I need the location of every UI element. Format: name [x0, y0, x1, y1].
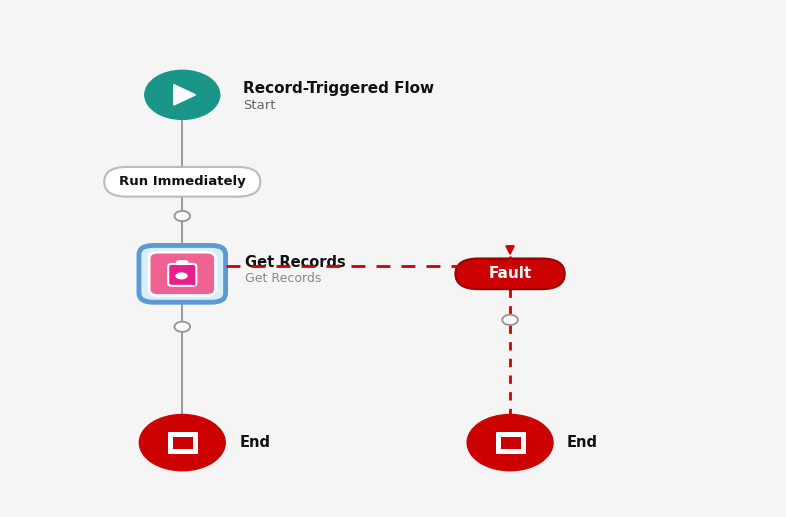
Text: Get Records: Get Records [245, 272, 321, 285]
Circle shape [174, 322, 190, 332]
FancyBboxPatch shape [498, 434, 523, 451]
Circle shape [502, 315, 518, 325]
Circle shape [174, 211, 190, 221]
Text: End: End [239, 435, 270, 450]
Polygon shape [174, 85, 196, 105]
Text: Record-Triggered Flow: Record-Triggered Flow [243, 81, 435, 96]
Circle shape [145, 70, 220, 119]
Text: Get Records: Get Records [245, 255, 346, 270]
Text: End: End [567, 435, 598, 450]
FancyBboxPatch shape [105, 167, 260, 196]
FancyBboxPatch shape [168, 264, 196, 286]
FancyBboxPatch shape [149, 252, 215, 296]
Text: Run Immediately: Run Immediately [119, 175, 246, 188]
Circle shape [467, 415, 553, 471]
Circle shape [174, 271, 189, 281]
FancyBboxPatch shape [139, 246, 226, 302]
Circle shape [139, 415, 226, 471]
FancyBboxPatch shape [170, 434, 195, 451]
Text: Fault: Fault [488, 266, 531, 281]
FancyBboxPatch shape [177, 261, 188, 264]
FancyBboxPatch shape [455, 258, 564, 289]
Text: Start: Start [243, 99, 276, 112]
